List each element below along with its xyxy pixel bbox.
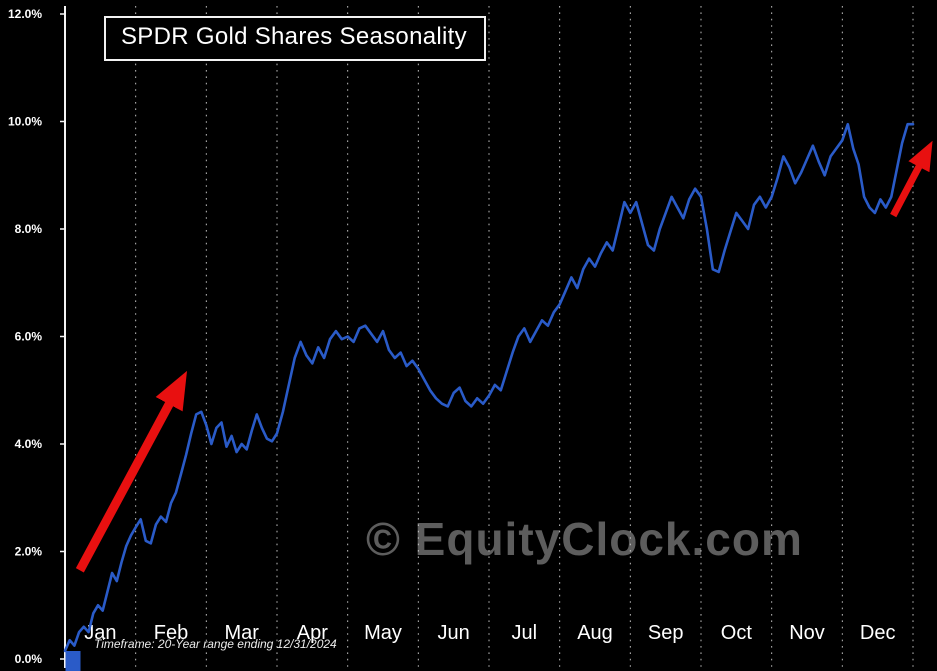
- y-axis-label: 0.0%: [15, 652, 43, 666]
- x-axis-label: Oct: [721, 622, 753, 644]
- chart-title-box: SPDR Gold Shares Seasonality: [104, 16, 486, 61]
- trend-arrow: [890, 140, 933, 218]
- line-start-marker: [65, 651, 81, 671]
- y-axis-label: 8.0%: [15, 222, 43, 236]
- x-axis-label: Mar: [224, 622, 259, 644]
- seasonality-line: [63, 122, 915, 653]
- x-axis-label: Sep: [648, 622, 684, 644]
- y-axis-label: 2.0%: [15, 545, 43, 559]
- x-axis-label: Jan: [84, 622, 116, 644]
- x-axis-label: Jun: [438, 622, 470, 644]
- y-axis-label: 12.0%: [8, 7, 42, 21]
- x-axis-label: Jul: [512, 622, 538, 644]
- x-axis-label: May: [364, 622, 402, 644]
- y-axis-label: 4.0%: [15, 437, 43, 451]
- chart-title: SPDR Gold Shares Seasonality: [121, 23, 467, 50]
- equityclock-watermark: © EquityClock.com: [366, 513, 803, 565]
- x-axis-label: Aug: [577, 622, 613, 644]
- x-axis-label: Dec: [860, 622, 896, 644]
- y-axis-label: 10.0%: [8, 115, 42, 129]
- timeframe-note: Timeframe: 20-Year range ending 12/31/20…: [94, 637, 337, 651]
- x-axis-label: Feb: [154, 622, 188, 644]
- x-axis-label: Nov: [789, 622, 825, 644]
- y-axis-label: 6.0%: [15, 330, 43, 344]
- x-axis-label: Apr: [297, 622, 328, 644]
- trend-arrow: [75, 370, 188, 573]
